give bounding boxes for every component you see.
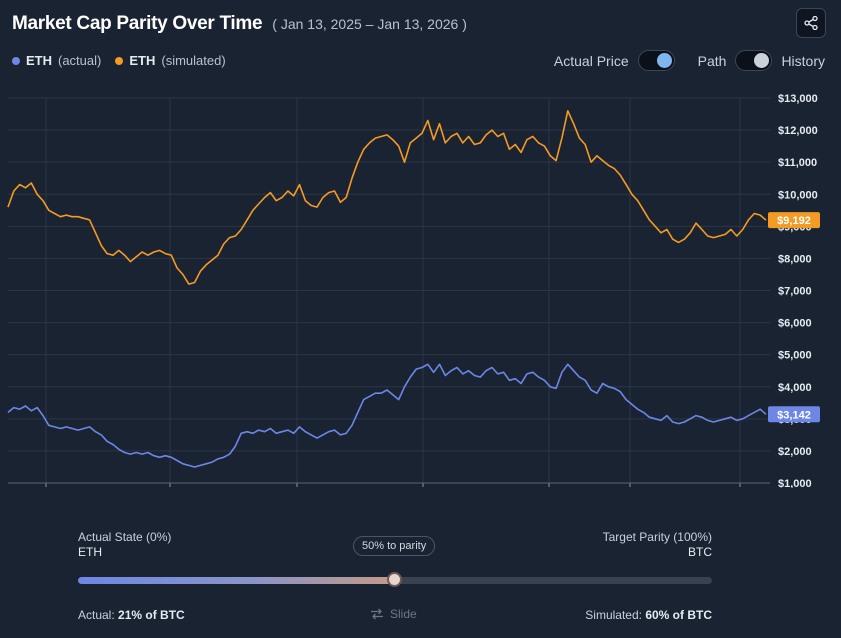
share-icon xyxy=(804,16,818,30)
legend: ETH (actual) ETH (simulated) xyxy=(12,53,226,68)
chart-controls: Actual Price Path History xyxy=(554,50,825,71)
actual-price-toggle[interactable] xyxy=(637,50,675,71)
share-button[interactable] xyxy=(796,8,826,38)
parity-badge: 50% to parity xyxy=(353,536,436,556)
date-range: ( Jan 13, 2025 – Jan 13, 2026 ) xyxy=(272,16,467,32)
actual-percent-value: 21% of BTC xyxy=(118,608,185,622)
legend-name-simulated: ETH xyxy=(129,53,156,68)
simulated-prefix: Simulated: xyxy=(585,608,646,622)
simulated-last-price-label: $9,192 xyxy=(777,215,811,227)
actual-last-price-label: $3,142 xyxy=(777,409,811,421)
slide-hint: Slide xyxy=(370,607,417,621)
slider-right-label: Target Parity (100%) BTC xyxy=(603,530,712,560)
legend-dot-actual xyxy=(12,56,20,65)
actual-state-title: Actual State (0%) xyxy=(78,530,172,544)
actual-percent: Actual: 21% of BTC xyxy=(78,608,185,622)
y-tick-label: $12,000 xyxy=(778,125,818,137)
slider-left-label: Actual State (0%) ETH xyxy=(78,530,171,560)
y-tick-label: $13,000 xyxy=(778,93,818,105)
y-tick-label: $4,000 xyxy=(778,382,812,394)
actual-price-line xyxy=(7,363,767,468)
y-tick-label: $7,000 xyxy=(778,286,812,298)
path-history-toggle[interactable] xyxy=(735,50,773,71)
parity-slider-fill xyxy=(78,577,395,584)
y-tick-label: $6,000 xyxy=(778,318,812,330)
y-tick-label: $1,000 xyxy=(778,478,812,488)
header: Market Cap Parity Over Time ( Jan 13, 20… xyxy=(12,13,467,35)
toggle-knob xyxy=(754,53,770,68)
y-tick-label: $2,000 xyxy=(778,446,812,458)
parity-slider-handle[interactable] xyxy=(387,572,402,587)
actual-prefix: Actual: xyxy=(78,608,119,622)
path-label: Path xyxy=(697,52,727,69)
simulated-last-price-tag xyxy=(768,212,820,229)
y-tick-label: $5,000 xyxy=(778,350,812,362)
parity-slider-track[interactable] xyxy=(78,572,712,587)
legend-tag-actual: (actual) xyxy=(58,53,102,68)
legend-tag-simulated: (simulated) xyxy=(161,53,226,68)
page-title: Market Cap Parity Over Time xyxy=(12,13,263,34)
toggle-knob xyxy=(656,53,672,68)
actual-state-asset: ETH xyxy=(78,545,102,559)
actual-price-label: Actual Price xyxy=(553,52,629,69)
y-tick-label: $11,000 xyxy=(778,157,817,169)
y-tick-label: $8,000 xyxy=(778,253,812,265)
legend-item-actual[interactable]: ETH (actual) xyxy=(12,53,101,68)
legend-item-simulated[interactable]: ETH (simulated) xyxy=(115,53,226,68)
simulated-percent-value: 60% of BTC xyxy=(645,608,712,622)
target-parity-asset: BTC xyxy=(688,545,712,559)
simulated-percent: Simulated: 60% of BTC xyxy=(585,608,712,622)
swap-arrows-icon xyxy=(371,608,383,620)
simulated-price-line xyxy=(7,109,767,285)
actual-last-price-tag xyxy=(768,406,820,423)
price-chart[interactable]: $1,000$2,000$3,000$4,000$5,000$6,000$7,0… xyxy=(0,88,841,488)
slide-label: Slide xyxy=(390,607,417,621)
y-tick-label: $10,000 xyxy=(778,189,818,201)
history-label: History xyxy=(781,52,825,69)
target-parity-title: Target Parity (100%) xyxy=(602,530,712,544)
legend-dot-simulated xyxy=(115,56,124,65)
legend-name-actual: ETH xyxy=(26,53,52,68)
